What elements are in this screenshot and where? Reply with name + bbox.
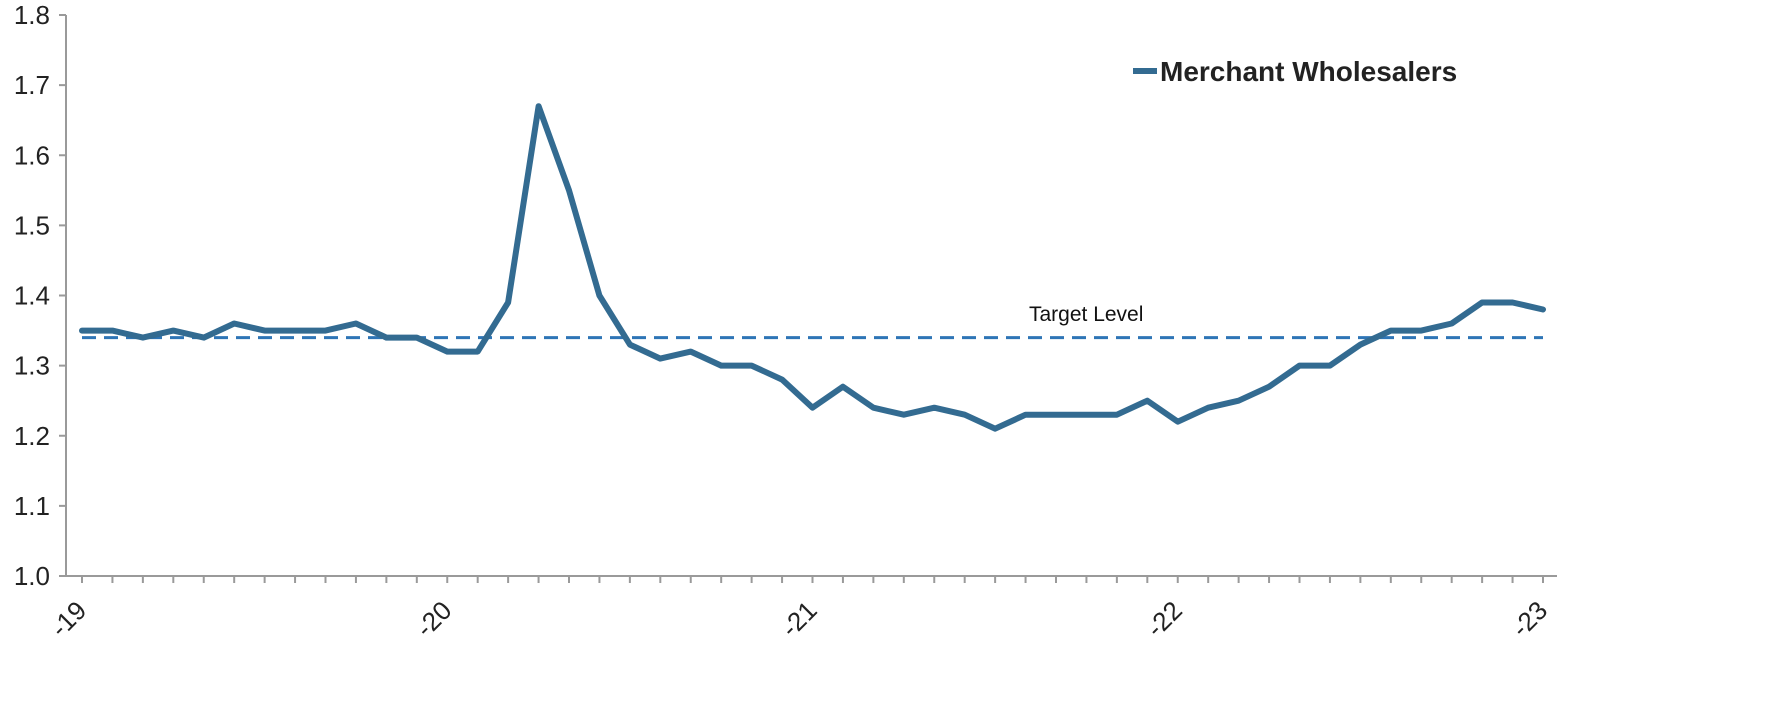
y-tick-label: 1.0 [14, 561, 50, 591]
target-level-label: Target Level [1029, 303, 1143, 326]
legend: Merchant Wholesalers [1133, 56, 1457, 87]
x-tick-label: -23 [1505, 595, 1553, 643]
y-tick-label: 1.6 [14, 140, 50, 170]
series-line-0 [79, 103, 1546, 432]
x-tick-label: -20 [410, 595, 458, 643]
series-group [79, 103, 1546, 432]
y-tick-label: 1.1 [14, 491, 50, 521]
x-tick-label: -19 [44, 595, 92, 643]
y-tick-label: 1.5 [14, 210, 50, 240]
x-tick-label: -22 [1140, 595, 1188, 643]
y-tick-label: 1.3 [14, 351, 50, 381]
y-tick-label: 1.4 [14, 281, 50, 311]
target-level-group: Target Level [82, 303, 1543, 340]
y-tick-label: 1.7 [14, 70, 50, 100]
y-tick-label: 1.2 [14, 421, 50, 451]
x-tick-label: -21 [775, 595, 823, 643]
y-axis: 1.0 1.1 1.2 1.3 1.4 1.5 1.6 1.7 1.8 [14, 0, 67, 591]
x-axis: -19 -20 -21 -22 -23 [44, 575, 1557, 643]
legend-label: Merchant Wholesalers [1160, 56, 1457, 87]
y-tick-label: 1.8 [14, 0, 50, 30]
